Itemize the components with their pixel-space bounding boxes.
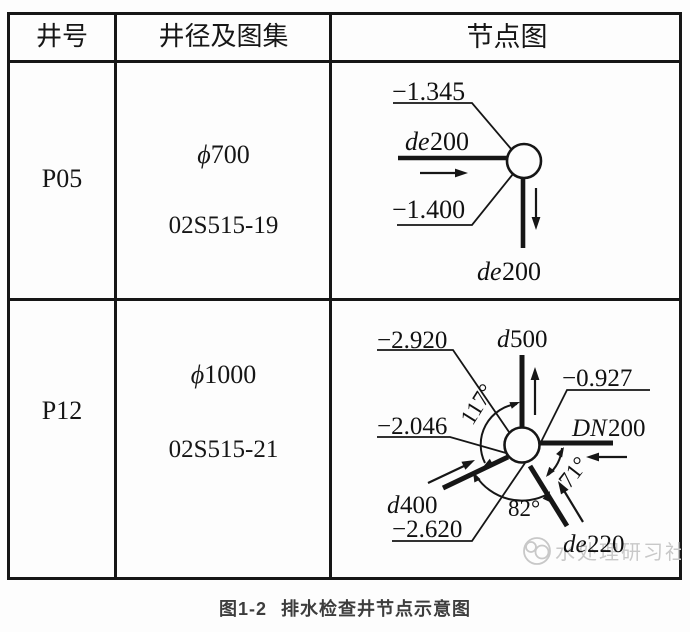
arc-82-arrow-left [473,472,481,483]
outlet-pipe-label-size: 200 [502,257,541,286]
leader-line-elev-bottom [397,173,514,226]
leader-line-elev-s [392,462,526,542]
watermark-logo-icon [523,537,551,565]
right-flow-arrow-head [586,452,599,462]
watermark-text: 水处理研习社 [555,541,681,564]
arc-82-arrow-right [542,491,550,502]
southwest-pipe-d400 [441,454,510,491]
southeast-flow-arrow-head [558,481,569,495]
well-id-p05: P05 [41,164,83,194]
leader-line-elev-top [393,102,513,151]
riser-flow-arrow-head [530,367,540,380]
figure-caption: 图1-2 排水检查井节点示意图 [0,595,690,621]
riser-pipe-label-prefix: d [497,326,510,353]
elevation-label-ne: −0.927 [562,365,632,392]
diameter-symbol: ϕ [197,140,211,170]
header-well-no: 井号 [35,22,88,52]
atlas-p05: 02S515-19 [168,211,279,239]
inlet-pipe-label-prefix: de [405,127,430,156]
southwest-pipe-label-size: 400 [400,492,438,519]
diameter-p05: ϕ 700 [117,140,330,170]
atlas-p12: 02S515-21 [168,435,279,463]
angle-label-117: 117° [455,379,499,429]
header-divider [10,60,679,63]
inlet-pipe-label-size: 200 [430,127,469,156]
southeast-pipe-label-prefix: de [563,531,587,558]
leader-line-elev-w [377,436,507,454]
diameter-number: 1000 [204,360,257,390]
angle-arc-117 [479,403,518,464]
column-divider-2 [329,15,332,577]
figure-title: 排水检查井节点示意图 [281,599,471,619]
elevation-label-bottom: −1.400 [392,195,465,224]
elevation-label-s: −2.620 [392,516,462,543]
arc-71-arrow-bottom [546,466,555,477]
right-pipe-label-size: 200 [608,415,646,442]
diameter-p12: ϕ 1000 [117,360,330,390]
leader-line-elev-ne [540,389,650,443]
angle-label-82: 82° [508,496,540,521]
elevation-label-nw: −2.920 [377,327,447,354]
table-frame [7,12,682,580]
header-diameter-atlas: 井径及图集 [158,22,289,52]
arc-117-arrow-top [509,402,520,409]
p05-node-diagram: −1.345 de 200 −1.400 de 200 [392,77,543,286]
row-divider [10,298,679,301]
southeast-flow-arrow-shaft [562,488,584,523]
southeast-pipe-label-size: 220 [587,531,625,558]
southwest-pipe-label-prefix: d [387,492,400,519]
elevation-label-w: −2.046 [377,413,447,440]
arc-117-arrow-bottom [483,458,493,467]
arc-71-arrow-top [556,447,564,458]
figure-number: 图1-2 [218,599,267,619]
header-node-diagram: 节点图 [466,21,548,52]
well-id-p12: P12 [41,396,83,426]
right-pipe-label-prefix: DN [571,415,608,442]
diameter-number: 700 [210,140,250,170]
column-divider-1 [114,15,117,577]
outlet-flow-arrow-head [531,217,541,230]
southwest-flow-arrow-head [461,460,475,470]
riser-pipe-label-size: 500 [510,326,548,353]
southwest-flow-arrow-shaft [427,465,465,484]
manhole-circle [503,426,541,464]
angle-arc-82 [475,475,549,502]
diameter-symbol: ϕ [190,360,205,390]
p12-node-diagram: 水处理研习社 [377,326,681,565]
elevation-label-top: −1.345 [392,77,465,106]
outlet-pipe-label-prefix: de [477,257,502,286]
manhole-circle [505,142,543,180]
leader-line-elev-nw [377,349,510,433]
inlet-flow-arrow-head [455,168,468,178]
